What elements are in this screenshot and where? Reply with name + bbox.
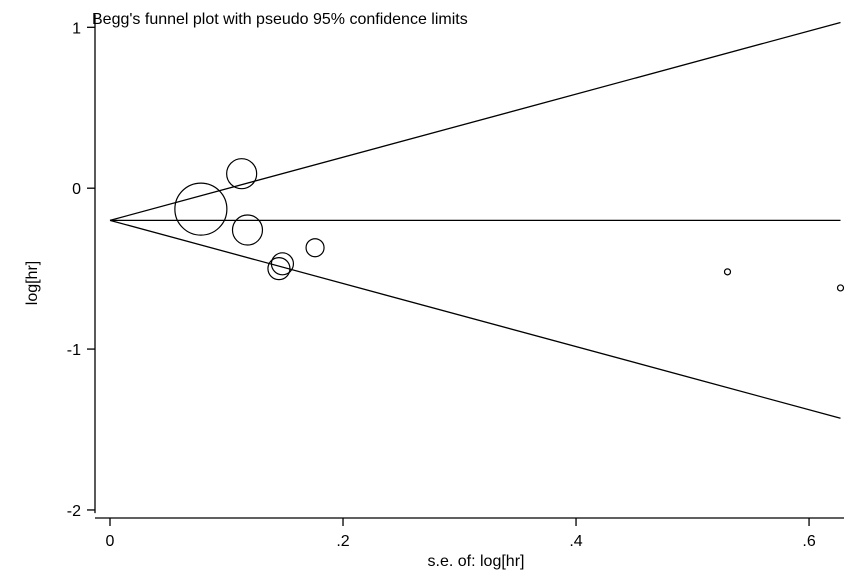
y-tick-label: -1 (67, 342, 81, 359)
study-point (836, 284, 845, 292)
y-axis-label: log[hr] (24, 261, 41, 305)
y-tick-label: 0 (72, 181, 81, 198)
lower-confidence-limit (109, 219, 841, 419)
y-tick-label: -2 (67, 503, 81, 520)
x-tick-label: .6 (802, 533, 815, 550)
y-tick-label: 1 (72, 20, 81, 37)
x-tick-label: .2 (336, 533, 349, 550)
study-point (723, 268, 732, 276)
study-point (267, 257, 291, 281)
funnel-lines (109, 21, 841, 419)
x-tick-label: 0 (106, 533, 115, 550)
x-tick-label: .4 (569, 533, 582, 550)
study-point (270, 252, 295, 276)
study-point (305, 238, 325, 258)
study-markers (174, 158, 845, 292)
chart-title: Begg's funnel plot with pseudo 95% confi… (92, 11, 468, 28)
upper-confidence-limit (109, 21, 841, 221)
study-point (231, 214, 264, 246)
axes: 1 0 -1 -2 0 .2 .4 .6 (67, 14, 844, 550)
study-point (226, 158, 258, 190)
x-axis-label: s.e. of: log[hr] (428, 553, 525, 570)
study-point (174, 182, 228, 236)
